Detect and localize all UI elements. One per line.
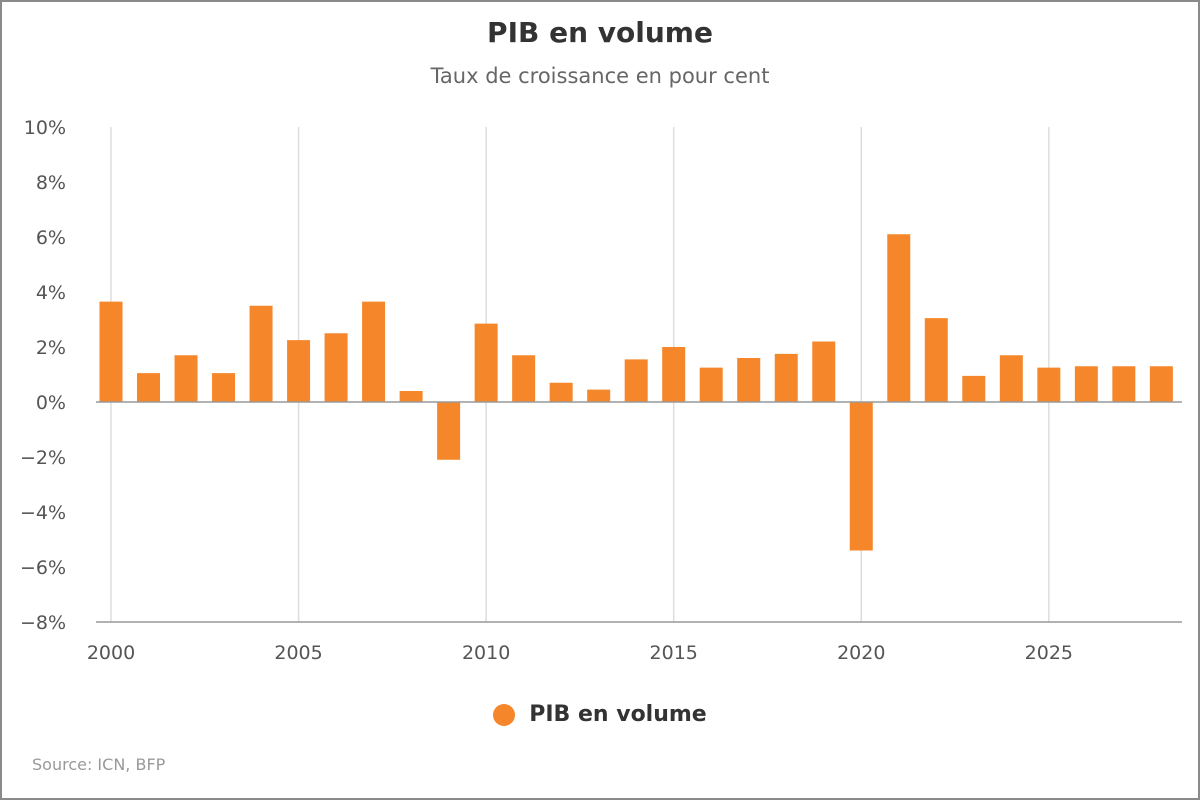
x-tick-label: 2015 bbox=[650, 642, 698, 664]
bar-2015 bbox=[662, 347, 686, 402]
bar-2000 bbox=[99, 301, 123, 402]
bar-2003 bbox=[212, 373, 236, 402]
y-tick-label: 10% bbox=[24, 117, 66, 139]
chart-subtitle: Taux de croissance en pour cent bbox=[430, 64, 770, 88]
y-tick-label: −2% bbox=[20, 447, 66, 469]
bar-2001 bbox=[137, 373, 161, 402]
bar-2021 bbox=[887, 234, 911, 402]
bar-2023 bbox=[962, 375, 986, 402]
y-tick-label: −8% bbox=[20, 612, 66, 634]
bar-2017 bbox=[737, 358, 761, 402]
legend-label: PIB en volume bbox=[529, 702, 707, 727]
bar-2016 bbox=[699, 367, 723, 402]
bar-2024 bbox=[999, 355, 1023, 402]
bar-2012 bbox=[549, 382, 573, 402]
bar-2020 bbox=[849, 402, 873, 551]
bar-2009 bbox=[437, 402, 461, 460]
y-tick-label: 4% bbox=[36, 282, 66, 304]
bar-2028 bbox=[1149, 366, 1173, 402]
legend[interactable]: PIB en volume bbox=[2, 702, 1198, 727]
legend-marker bbox=[493, 703, 516, 726]
bar-2018 bbox=[774, 353, 798, 402]
y-tick-label: 6% bbox=[36, 227, 66, 249]
bar-2013 bbox=[587, 389, 611, 402]
bar-2005 bbox=[287, 340, 311, 402]
bar-2008 bbox=[399, 391, 423, 402]
bar-2019 bbox=[812, 341, 836, 402]
y-tick-label: −6% bbox=[20, 557, 66, 579]
chart-title: PIB en volume bbox=[487, 16, 713, 49]
x-tick-label: 2020 bbox=[837, 642, 885, 664]
bar-2002 bbox=[174, 355, 198, 402]
bar-2027 bbox=[1112, 366, 1136, 402]
y-tick-label: 0% bbox=[36, 392, 66, 414]
x-tick-label: 2000 bbox=[87, 642, 135, 664]
x-tick-label: 2025 bbox=[1025, 642, 1073, 664]
x-tick-label: 2010 bbox=[462, 642, 510, 664]
bar-2022 bbox=[924, 318, 948, 402]
bar-2026 bbox=[1074, 366, 1098, 402]
bar-2025 bbox=[1037, 367, 1061, 402]
bar-2006 bbox=[324, 333, 348, 402]
bar-2004 bbox=[249, 305, 273, 402]
y-tick-label: −4% bbox=[20, 502, 66, 524]
x-tick-label: 2005 bbox=[274, 642, 322, 664]
plot-area: 10% 8% 6% 4% 2% 0% −2% −4% −6% −8% 2000 2005 2010 201… bbox=[20, 117, 1182, 664]
bar-2007 bbox=[362, 301, 386, 402]
y-tick-label: 2% bbox=[36, 337, 66, 359]
bar-2010 bbox=[474, 323, 498, 402]
y-tick-label: 8% bbox=[36, 172, 66, 194]
source-credit: Source: ICN, BFP bbox=[32, 755, 166, 774]
bar-2014 bbox=[624, 359, 648, 402]
bar-2011 bbox=[512, 355, 536, 402]
